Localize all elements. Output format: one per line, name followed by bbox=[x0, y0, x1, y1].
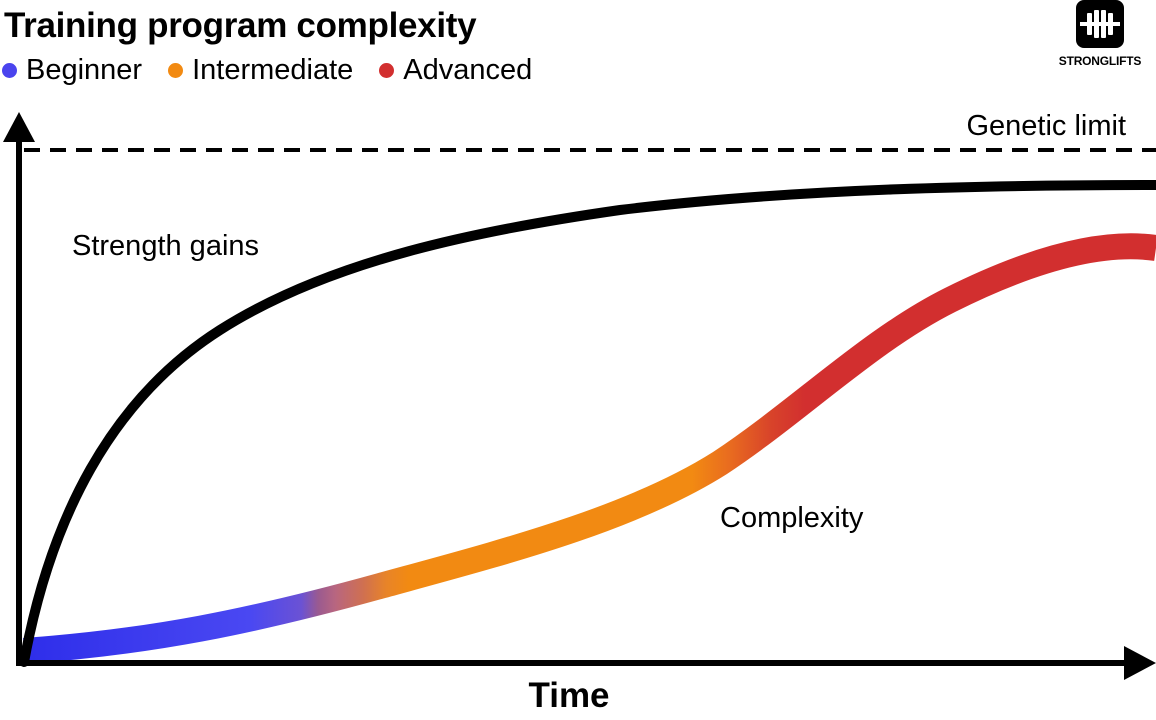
legend: Beginner Intermediate Advanced bbox=[2, 54, 558, 87]
x-axis-arrow-icon bbox=[1124, 646, 1156, 680]
complexity-label: Complexity bbox=[720, 502, 864, 534]
strength-gains-curve bbox=[19, 180, 1156, 667]
strength-gains-label: Strength gains bbox=[72, 230, 259, 262]
x-axis-label: Time bbox=[528, 676, 609, 715]
logo-text: STRONGLIFTS bbox=[1058, 54, 1142, 68]
genetic-limit-label: Genetic limit bbox=[966, 110, 1126, 142]
legend-item-beginner: Beginner bbox=[2, 54, 142, 87]
barbell-icon bbox=[1076, 0, 1124, 48]
advanced-dot-icon bbox=[379, 63, 395, 78]
beginner-dot-icon bbox=[2, 63, 17, 78]
legend-label-beginner: Beginner bbox=[26, 54, 143, 86]
intermediate-dot-icon bbox=[168, 63, 184, 78]
legend-item-advanced: Advanced bbox=[379, 54, 532, 87]
legend-label-intermediate: Intermediate bbox=[192, 54, 354, 86]
page-title: Training program complexity bbox=[4, 6, 477, 45]
legend-item-intermediate: Intermediate bbox=[168, 54, 353, 87]
y-axis-arrow-icon bbox=[3, 112, 35, 142]
complexity-curve bbox=[23, 233, 1156, 664]
stronglifts-logo: STRONGLIFTS bbox=[1058, 0, 1142, 68]
legend-label-advanced: Advanced bbox=[403, 54, 533, 86]
